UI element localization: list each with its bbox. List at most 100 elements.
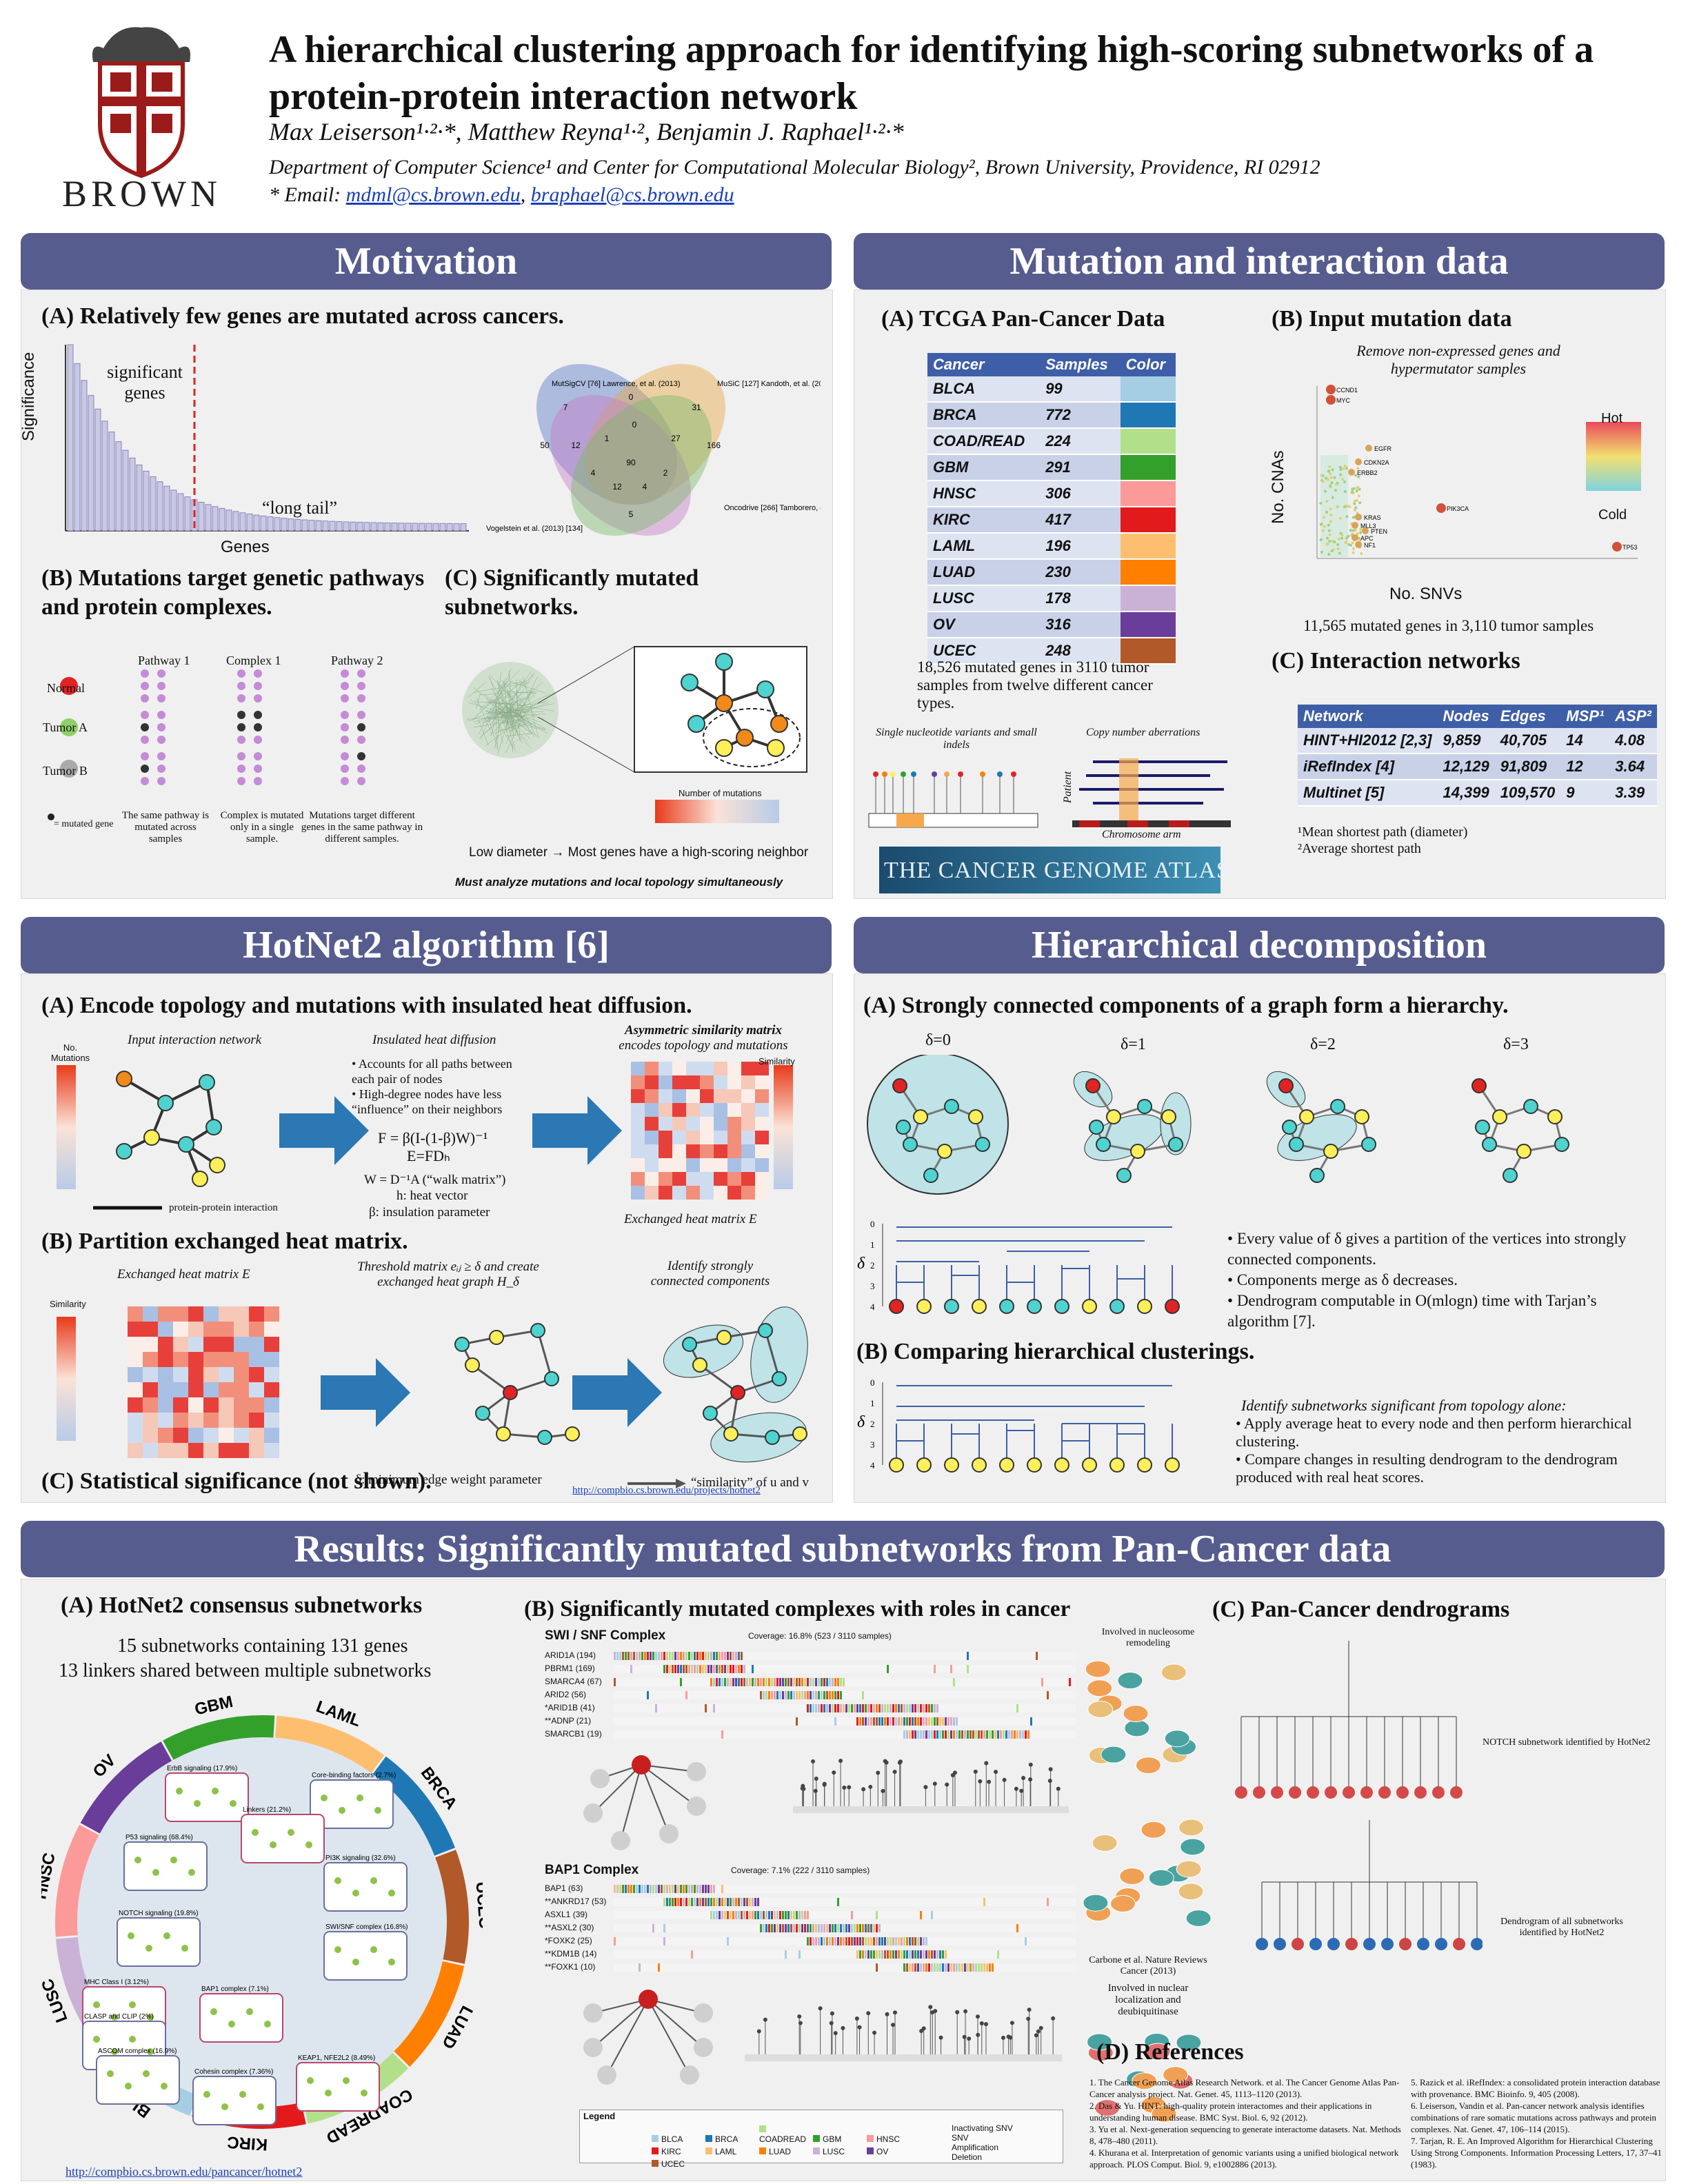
- scatter-point: [1324, 489, 1327, 493]
- scatter-point: [1338, 552, 1341, 555]
- heatmap-cell: [741, 1158, 755, 1172]
- oncoprint-cell: [829, 1704, 831, 1712]
- gene-node: [341, 752, 349, 760]
- scatter-point: [1329, 520, 1332, 523]
- hairball-edge: [512, 742, 513, 753]
- oncoprint-cell: [876, 1717, 878, 1726]
- dendro-leaf: [1137, 1299, 1152, 1314]
- scc-graph: [1266, 1071, 1376, 1183]
- oncoprint-cell: [967, 1665, 969, 1673]
- net-node: [583, 1803, 603, 1823]
- cancer-samples: 178: [1040, 585, 1121, 612]
- scc-graph: [1471, 1078, 1569, 1183]
- complex-subunit: [1151, 2105, 1177, 2123]
- cancer-samples: 772: [1040, 402, 1121, 429]
- heatmap-cell: [741, 1117, 755, 1131]
- cancer-samples: 230: [1040, 559, 1121, 586]
- brown-logo: [55, 21, 228, 214]
- heatmap-cell: [188, 1337, 203, 1352]
- lollipop-head: [897, 1760, 902, 1765]
- oncoprint-cell: [834, 1717, 836, 1726]
- oncoprint-cell: [867, 1950, 870, 1959]
- oncoprint-cell: [743, 1911, 745, 1919]
- oncoprint-cell: [807, 1691, 809, 1699]
- heatmap-cell: [686, 1062, 700, 1075]
- tail-bar: [177, 493, 184, 532]
- legend-swatch: [813, 2135, 820, 2142]
- references-col2: 5. Razick et al. iRefIndex: a consolidat…: [1411, 2076, 1662, 2170]
- oncoprint-cell: [881, 1717, 883, 1726]
- lollipop-head: [1036, 2029, 1041, 2034]
- pc-leaf: [1345, 1938, 1358, 1950]
- oncoprint-cell: [865, 1704, 867, 1712]
- heatmap-cell: [158, 1428, 173, 1443]
- oncoprint-cell: [644, 1652, 646, 1660]
- pancancer-link[interactable]: http://compbio.cs.brown.edu/pancancer/ho…: [66, 2165, 303, 2178]
- hier-b-bullets: Apply average heat to every node and the…: [1236, 1415, 1649, 1486]
- gene-node: [237, 694, 245, 702]
- graph-node: [723, 1426, 738, 1442]
- oncoprint-cell: [727, 1678, 729, 1686]
- oncoprint-cell: [774, 1691, 776, 1699]
- oncoprint-cell: [895, 1704, 897, 1712]
- oncoprint-cell: [746, 1678, 748, 1686]
- oncoprint-cell: [738, 1665, 740, 1673]
- tail-bar: [274, 517, 281, 532]
- oncoprint-cell: [829, 1924, 831, 1932]
- oncoprint-cell: [768, 1911, 770, 1919]
- oncoprint-cell: [967, 1963, 969, 1972]
- oncoprint-cell: [807, 1678, 809, 1686]
- oncoprint-cell: [696, 1665, 699, 1673]
- oncoprint-cell: [914, 1950, 916, 1959]
- oncoprint-cell: [834, 1937, 836, 1945]
- oncoprint-cell: [798, 1678, 801, 1686]
- heatmap-cell: [645, 1131, 659, 1144]
- row-label-tumor-a: Tumor A: [43, 720, 88, 734]
- heatmap-cell: [755, 1186, 769, 1200]
- long-tail-label: “long tail”: [262, 498, 338, 518]
- oncoprint-cell: [796, 1678, 798, 1686]
- tail-bar: [322, 520, 329, 532]
- heatmap-cell: [203, 1428, 219, 1443]
- oncoprint-cell: [702, 1652, 704, 1660]
- hotnet2-link[interactable]: http://compbio.cs.brown.edu/projects/hot…: [572, 1485, 761, 1496]
- heatmap-cell: [219, 1397, 234, 1413]
- email-link-1[interactable]: mdml@cs.brown.edu: [345, 183, 521, 206]
- oncoprint-cell: [810, 1924, 812, 1932]
- oncoprint-cell: [713, 1704, 715, 1712]
- scc-node: [1130, 1144, 1145, 1159]
- heatmap-cell: [158, 1413, 173, 1428]
- oncoprint-cell: [738, 1652, 740, 1660]
- gene-node: [237, 752, 245, 760]
- tail-bar: [170, 489, 177, 532]
- subnetwork-label: KEAP1, NFE2L2 (8.49%): [298, 2054, 375, 2062]
- oncoprint-cell: [696, 1885, 699, 1893]
- email-link-2[interactable]: braphael@cs.brown.edu: [530, 183, 734, 206]
- identify-label: Identify strongly connected components: [650, 1259, 770, 1288]
- hairball-edge: [519, 702, 545, 706]
- oncoprint-cell: [851, 1924, 853, 1932]
- oncoprint-cell: [903, 1937, 905, 1945]
- complex-subunit: [1145, 2043, 1171, 2061]
- heatmap-cell: [173, 1337, 188, 1352]
- oncoprint-cell: [947, 1963, 950, 1972]
- oncoprint-cell: [730, 1652, 732, 1660]
- heatmap-cell: [143, 1413, 158, 1428]
- lollipop-head: [1028, 1762, 1033, 1767]
- oncoprint-cell: [873, 1924, 875, 1932]
- lollipop-head: [841, 2025, 845, 2030]
- oncoprint-cell: [823, 1678, 825, 1686]
- oncoprint-cell: [832, 1691, 834, 1699]
- heatmap-cell: [234, 1322, 249, 1337]
- oncoprint-cell: [826, 1924, 828, 1932]
- results-banner: Results: Significantly mutated subnetwor…: [21, 1521, 1665, 1577]
- hairball-edge: [494, 717, 502, 749]
- hairball-edge: [473, 711, 507, 722]
- oncoprint-cell: [785, 1678, 787, 1686]
- oncoprint-cell: [669, 1665, 671, 1673]
- scc-ellipse: [710, 1412, 807, 1463]
- venn-value: 90: [626, 458, 636, 467]
- dendro-tick: 2: [870, 1419, 875, 1429]
- mutdata-c-title: (C) Interaction networks: [1272, 648, 1520, 674]
- heatmap-cell: [631, 1062, 645, 1075]
